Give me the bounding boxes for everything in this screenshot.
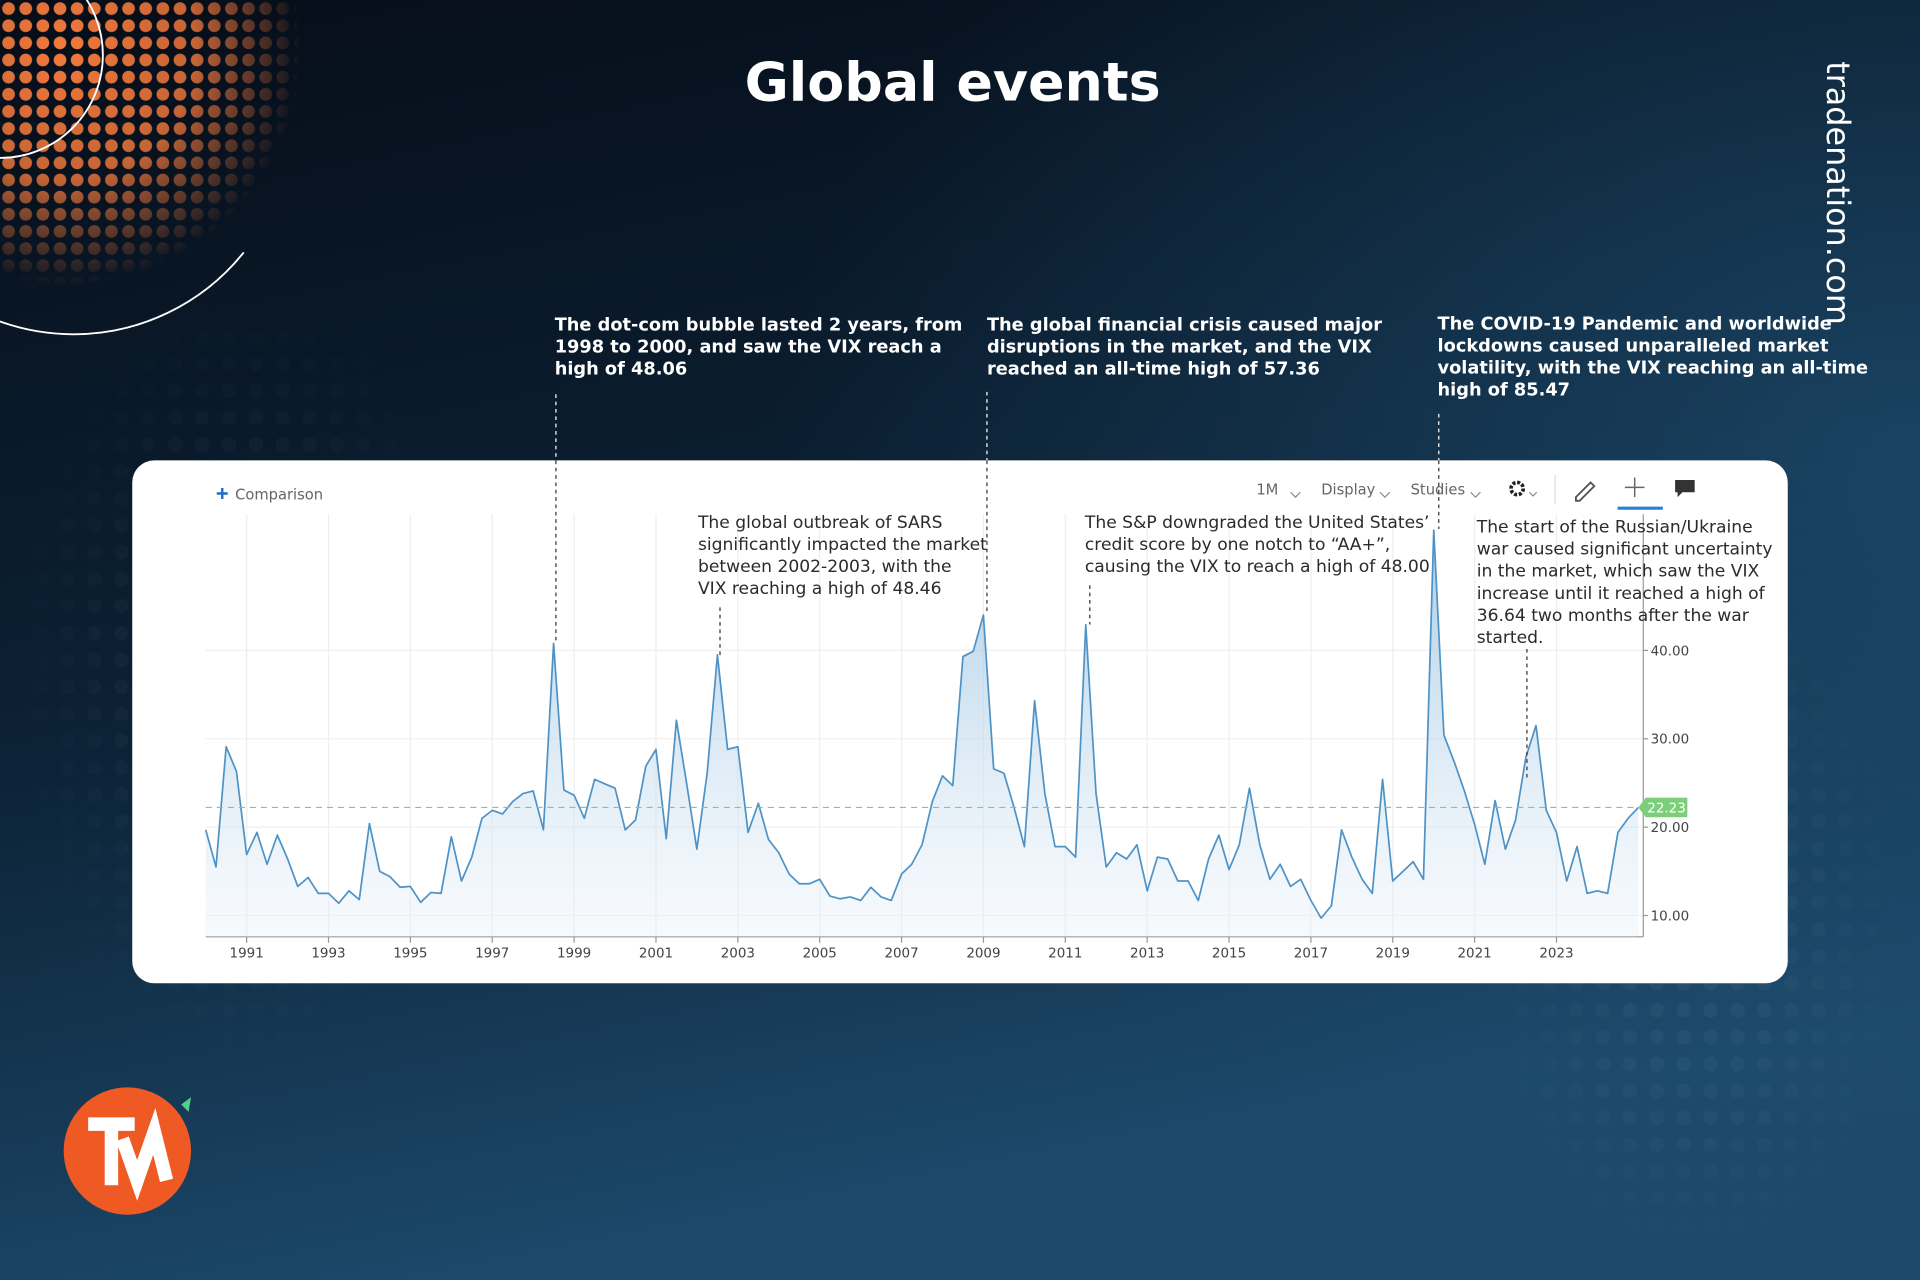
arc-large	[0, 0, 293, 336]
halftone-orange	[0, 0, 319, 319]
x-tick-label: 2023	[1539, 947, 1573, 962]
logo-accent	[181, 1097, 192, 1112]
annotation-text: causing the VIX to reach a high of 48.00	[1085, 557, 1430, 577]
annotation-text: started.	[1477, 628, 1544, 648]
x-tick-label: 2017	[1294, 947, 1328, 962]
annotation-text: significantly impacted the market	[698, 535, 987, 555]
x-tick-label: 2019	[1376, 947, 1410, 962]
annotation-text: volatility, with the VIX reaching an all…	[1438, 358, 1868, 378]
display-button[interactable]: Display	[1321, 482, 1375, 499]
title: Global events	[745, 50, 1161, 113]
annotation-text: high of 85.47	[1438, 381, 1570, 401]
comment-button[interactable]	[1675, 480, 1695, 498]
x-tick-label: 2007	[884, 947, 918, 962]
plot: 1991 1993 1995 1997 1999 2001 2003 2005 2007 2009…	[204, 514, 1690, 962]
annotation-text: The S&P downgraded the United States’	[1084, 513, 1430, 533]
reference-badge	[1638, 797, 1688, 818]
reference-label: 22.23	[1647, 801, 1686, 816]
logo-mark	[88, 1107, 174, 1201]
annotations: The dot-com bubble lasted 2 years, from1…	[555, 314, 1868, 779]
area	[205, 530, 1639, 937]
settings-button[interactable]	[1509, 480, 1526, 497]
annotation-text: in the market, which saw the VIX	[1477, 562, 1760, 582]
draw-button[interactable]	[1575, 481, 1596, 502]
toolbar: Comparison 1M Display Studies	[216, 475, 1695, 510]
x-tick-label: 2003	[721, 947, 755, 962]
annotation-text: reached an all-time high of 57.36	[987, 360, 1320, 380]
annotation-text: 36.64 two months after the war	[1477, 606, 1750, 626]
studies-button[interactable]: Studies	[1411, 482, 1465, 499]
x-tick-label: 2021	[1458, 947, 1492, 962]
plus-icon	[216, 487, 228, 499]
annotation-text: war caused significant uncertainty	[1477, 540, 1773, 560]
annotation-text: lockdowns caused unparalleled market	[1438, 336, 1829, 356]
line	[204, 529, 1639, 919]
annotation-text: The global financial crisis caused major	[987, 316, 1382, 336]
annotation-text: The COVID-19 Pandemic and worldwide	[1438, 314, 1832, 334]
chevron	[1528, 491, 1538, 497]
y-tick-label: 20.00	[1651, 821, 1690, 836]
chevron	[1470, 491, 1481, 499]
x-tick-label: 2005	[803, 947, 837, 962]
crosshair-button[interactable]	[1624, 477, 1645, 498]
y-tick-label: 40.00	[1651, 644, 1690, 659]
brand: tradenation.com	[1819, 61, 1857, 325]
chevron	[1379, 491, 1391, 499]
x-tick-label: 1997	[475, 947, 509, 962]
comparison-button[interactable]: Comparison	[235, 487, 323, 504]
interval-button[interactable]: 1M	[1256, 482, 1278, 499]
x-tick-label: 1991	[230, 947, 264, 962]
x-tick-label: 1993	[311, 947, 345, 962]
x-tick-label: 2013	[1130, 947, 1164, 962]
arc-small	[0, 0, 104, 159]
annotation-text: VIX reaching a high of 48.46	[698, 579, 942, 599]
x-tick-label: 1999	[557, 947, 591, 962]
x-tick-label: 1995	[393, 947, 427, 962]
annotation-text: increase until it reached a high of	[1477, 584, 1766, 604]
x-tick-label: 2001	[639, 947, 673, 962]
chevron	[1290, 491, 1301, 499]
logo	[63, 1087, 192, 1215]
annotation-text: The dot-com bubble lasted 2 years, from	[555, 316, 963, 336]
annotation-text: The global outbreak of SARS	[697, 513, 943, 533]
x-tick-label: 2011	[1048, 947, 1082, 962]
annotation-text: between 2002-2003, with the	[698, 557, 952, 577]
annotation-text: disruptions in the market, and the VIX	[987, 338, 1372, 358]
annotation-text: credit score by one notch to “AA+”,	[1085, 535, 1390, 555]
y-tick-label: 10.00	[1651, 909, 1690, 924]
annotation-text: high of 48.06	[555, 360, 687, 380]
y-tick-label: 30.00	[1651, 733, 1690, 748]
x-tick-label: 2015	[1212, 947, 1246, 962]
annotation-text: 1998 to 2000, and saw the VIX reach a	[555, 338, 942, 358]
x-tick-label: 2009	[966, 947, 1000, 962]
annotation-text: The start of the Russian/Ukraine	[1476, 518, 1753, 538]
